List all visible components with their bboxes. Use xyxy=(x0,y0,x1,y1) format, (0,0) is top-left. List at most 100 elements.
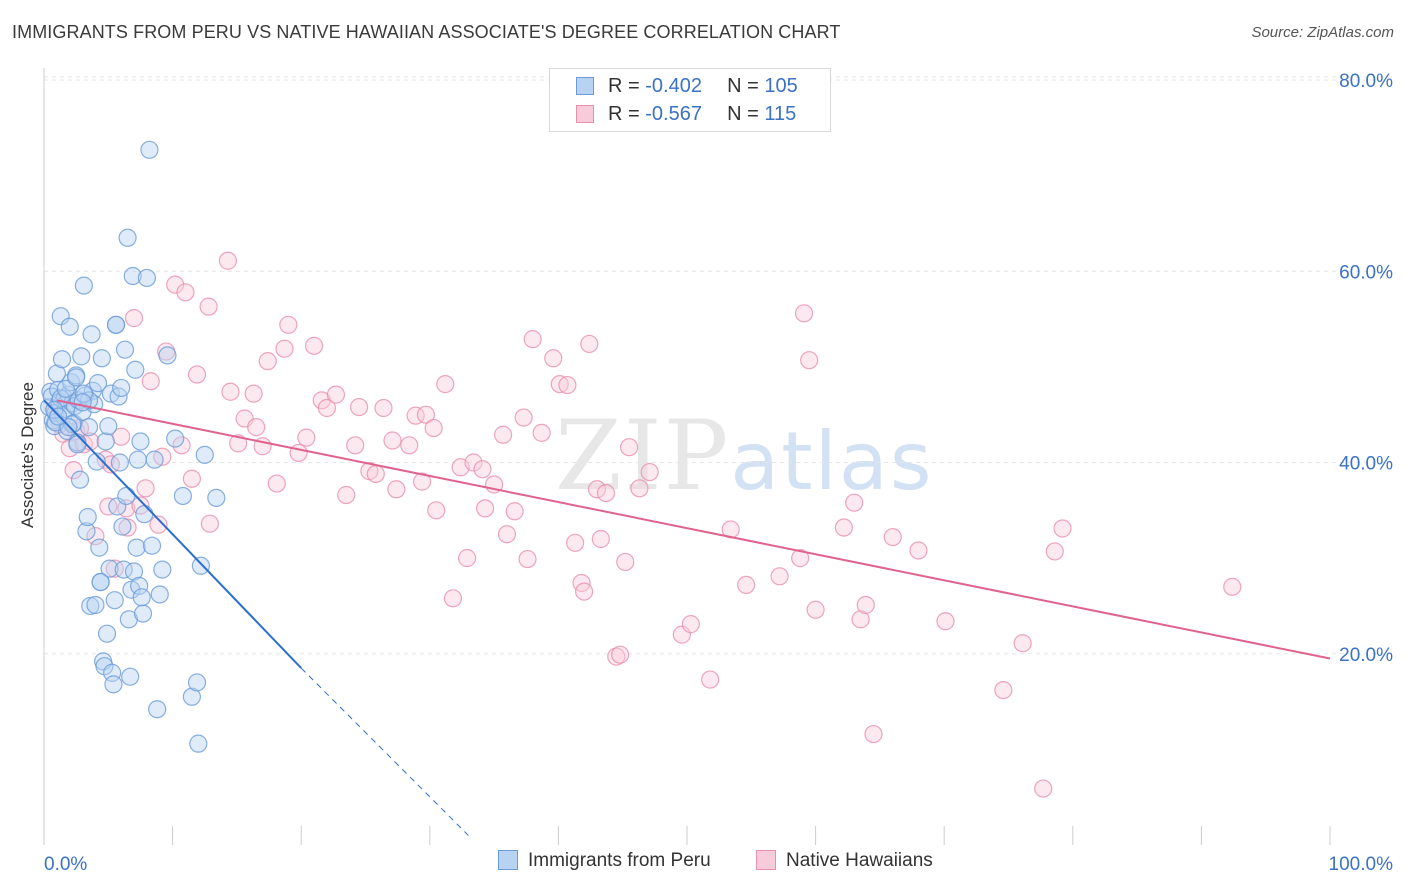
peru-point xyxy=(88,374,108,393)
legend-swatch-peru xyxy=(498,850,518,870)
hawaii-point xyxy=(118,518,137,537)
legend-item-peru: Immigrants from Peru xyxy=(498,850,711,872)
legend-n-value: 105 xyxy=(764,75,798,97)
hawaii-point xyxy=(532,423,551,442)
hawaii-point xyxy=(366,464,385,484)
hawaii-point xyxy=(349,397,369,417)
hawaii-point xyxy=(187,365,207,384)
peru-point xyxy=(104,675,123,694)
y-tick-label: 80.0% xyxy=(1339,71,1393,92)
peru-point xyxy=(91,572,110,592)
peru-point xyxy=(67,368,86,387)
hawaii-point xyxy=(672,625,691,644)
peru-point xyxy=(106,315,126,334)
hawaii-point xyxy=(141,372,160,391)
y-tick-label: 40.0% xyxy=(1339,454,1393,475)
hawaii-point xyxy=(909,541,928,560)
hawaii-point xyxy=(1223,577,1242,596)
correlation-legend: R = -0.402 N = 105 R = -0.567 N = 115 xyxy=(549,68,831,132)
peru-point xyxy=(103,663,122,682)
hawaii-point xyxy=(86,527,105,546)
peru-point xyxy=(97,624,117,643)
hawaii-point xyxy=(400,436,419,455)
x-tick-label-max: 100.0% xyxy=(1329,854,1394,875)
peru-point xyxy=(105,591,124,610)
hawaii-point xyxy=(497,525,517,544)
hawaii-point xyxy=(416,405,436,424)
y-axis-label: Associate's Degree xyxy=(18,382,37,528)
hawaii-point xyxy=(247,418,266,437)
hawaii-point xyxy=(566,533,585,552)
hawaii-point xyxy=(1013,634,1032,653)
peru-point xyxy=(148,700,167,719)
peru-point xyxy=(124,562,144,581)
hawaii-point xyxy=(101,455,120,474)
hawaii-point xyxy=(131,496,150,515)
hawaii-point xyxy=(473,460,492,479)
hawaii-point xyxy=(229,434,248,453)
peru-point xyxy=(56,379,75,398)
hawaii-point xyxy=(737,575,756,595)
hawaii-point xyxy=(523,330,542,349)
hawaii-point xyxy=(518,549,537,569)
hawaii-point xyxy=(221,382,240,401)
peru-point xyxy=(166,429,185,448)
hawaii-point xyxy=(936,612,955,631)
hawaii-point xyxy=(166,275,185,294)
peru-point xyxy=(150,585,169,604)
hawaii-point xyxy=(1045,542,1064,561)
hawaii-point xyxy=(505,502,524,521)
hawaii-point xyxy=(124,309,144,328)
hawaii-point xyxy=(864,724,883,744)
peru-point xyxy=(128,450,147,469)
peru-point xyxy=(182,687,201,706)
hawaii-point xyxy=(457,549,477,568)
peru-point xyxy=(195,445,214,464)
hawaii-point xyxy=(443,589,463,608)
hawaii-point xyxy=(199,297,218,316)
legend-swatch-peru xyxy=(576,77,594,95)
legend-n-value: 115 xyxy=(764,103,797,125)
hawaii-point xyxy=(424,418,443,438)
hawaii-point xyxy=(176,283,195,302)
hawaii-point xyxy=(218,251,237,270)
legend-item-hawaii: Native Hawaiians xyxy=(756,850,933,872)
peru-point xyxy=(153,560,172,579)
y-tick-label: 20.0% xyxy=(1339,645,1393,666)
hawaii-point xyxy=(275,339,294,358)
hawaii-point xyxy=(575,582,594,601)
hawaii-point xyxy=(64,461,83,480)
hawaii-point xyxy=(117,499,136,518)
peru-point xyxy=(110,453,129,472)
hawaii-point xyxy=(346,436,365,455)
hawaii-point xyxy=(806,600,825,619)
hawaii-point xyxy=(558,375,577,395)
hawaii-point xyxy=(279,315,298,334)
peru-trend-line xyxy=(43,399,302,669)
peru-point xyxy=(70,470,90,489)
hawaii-point xyxy=(794,304,814,323)
peru-point xyxy=(78,507,97,527)
peru-point xyxy=(87,452,106,471)
hawaii-point xyxy=(304,336,324,355)
hawaii-point xyxy=(475,499,495,518)
legend-r-value: -0.402 xyxy=(645,75,702,97)
legend-r-label: R = xyxy=(608,75,646,97)
peru-point xyxy=(96,432,115,451)
legend-row-hawaii: R = -0.567 N = 115 xyxy=(550,101,830,127)
peru-point xyxy=(73,393,92,412)
peru-point xyxy=(133,604,153,623)
hawaii-point xyxy=(317,398,337,418)
hawaii-point xyxy=(383,431,402,450)
hawaii-point xyxy=(701,670,720,689)
peru-point xyxy=(100,559,119,578)
hawaii-point xyxy=(845,493,864,512)
peru-point xyxy=(74,276,93,295)
peru-point xyxy=(140,140,159,159)
hawaii-point xyxy=(149,515,168,534)
peru-point xyxy=(82,325,101,344)
hawaii-point xyxy=(1034,779,1053,798)
hawaii-point xyxy=(681,615,700,634)
hawaii-point xyxy=(172,436,191,455)
